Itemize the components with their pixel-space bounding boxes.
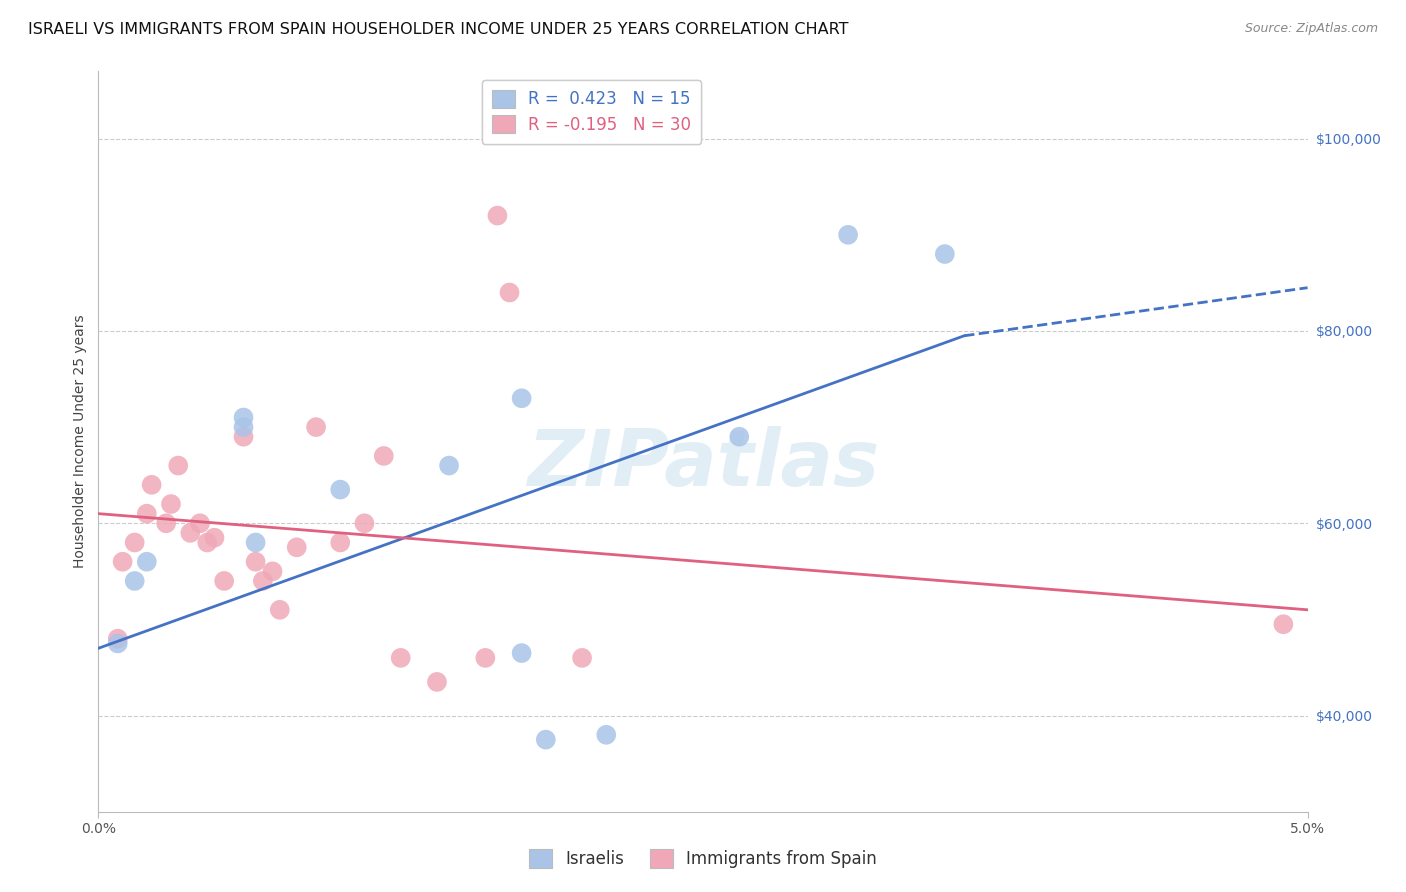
Point (135, 555, 157, 569)
Point (245, 555, 267, 569)
Point (188, 516, 211, 531)
Point (486, 209, 509, 223)
Point (160, 497, 183, 511)
Point (426, 674, 449, 689)
Point (232, 430, 254, 444)
Point (204, 531, 226, 545)
Point (141, 478, 163, 492)
Point (728, 430, 751, 444)
Point (245, 535, 267, 549)
Point (510, 646, 533, 660)
Point (285, 541, 308, 555)
Point (934, 247, 956, 261)
Point (329, 535, 352, 549)
Text: ISRAELI VS IMMIGRANTS FROM SPAIN HOUSEHOLDER INCOME UNDER 25 YEARS CORRELATION C: ISRAELI VS IMMIGRANTS FROM SPAIN HOUSEHO… (28, 22, 849, 37)
Point (305, 420, 328, 434)
Point (437, 458, 460, 473)
Y-axis label: Householder Income Under 25 years: Householder Income Under 25 years (73, 315, 87, 568)
Point (155, 516, 177, 531)
Point (498, 285, 520, 300)
Point (107, 636, 129, 650)
Point (389, 651, 412, 665)
Point (329, 483, 352, 497)
Point (124, 574, 146, 588)
Point (534, 732, 557, 747)
Point (353, 516, 375, 531)
Text: ZIPatlas: ZIPatlas (527, 425, 879, 502)
Point (571, 651, 593, 665)
Point (252, 574, 274, 588)
Point (212, 574, 235, 588)
Legend: R =  0.423   N = 15, R = -0.195   N = 30: R = 0.423 N = 15, R = -0.195 N = 30 (482, 79, 702, 144)
Point (124, 535, 146, 549)
Point (232, 410, 254, 425)
Point (107, 632, 129, 646)
Point (195, 535, 218, 549)
Point (262, 565, 284, 579)
Point (232, 420, 254, 434)
Text: Source: ZipAtlas.com: Source: ZipAtlas.com (1244, 22, 1378, 36)
Point (179, 525, 201, 540)
Point (373, 449, 395, 463)
Point (167, 458, 190, 473)
Point (474, 651, 496, 665)
Legend: Israelis, Immigrants from Spain: Israelis, Immigrants from Spain (523, 843, 883, 875)
Point (510, 391, 533, 405)
Point (595, 728, 617, 742)
Point (135, 507, 157, 521)
Point (111, 555, 134, 569)
Point (1272, 617, 1295, 632)
Point (269, 603, 291, 617)
Point (837, 227, 859, 242)
